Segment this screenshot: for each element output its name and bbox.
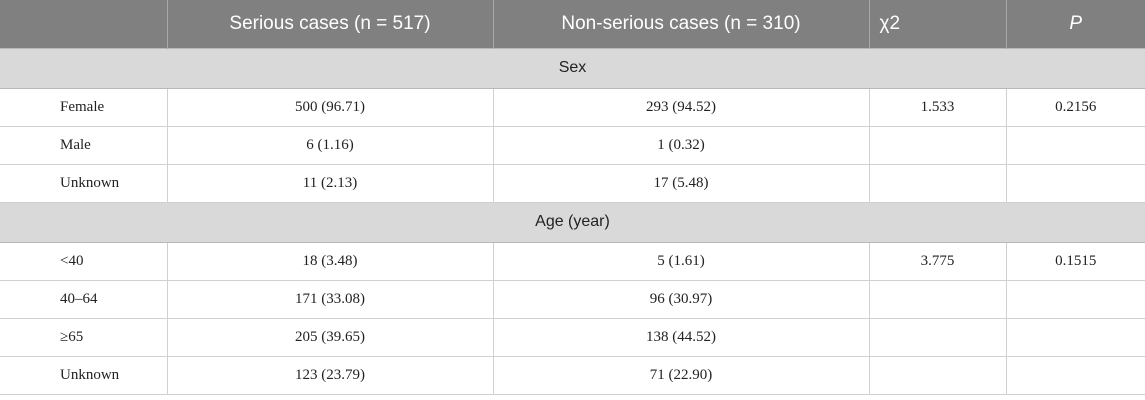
table-row: <40 18 (3.48) 5 (1.61) 3.775 0.1515	[0, 242, 1145, 281]
serious-value: 11 (2.13)	[167, 164, 494, 203]
nonserious-value: 71 (22.90)	[493, 356, 870, 395]
chi2-value	[869, 164, 1007, 203]
chi2-value: 3.775	[869, 242, 1007, 281]
p-value	[1006, 356, 1145, 395]
nonserious-value: 138 (44.52)	[493, 318, 870, 357]
p-value	[1006, 126, 1145, 165]
chi2-value	[869, 318, 1007, 357]
row-label: Female	[0, 88, 168, 127]
serious-value: 123 (23.79)	[167, 356, 494, 395]
row-label: Unknown	[0, 164, 168, 203]
nonserious-value: 5 (1.61)	[493, 242, 870, 281]
header-chi-square: χ2	[869, 0, 1007, 48]
chi2-value	[869, 280, 1007, 319]
table-row: Female 500 (96.71) 293 (94.52) 1.533 0.2…	[0, 88, 1145, 127]
serious-value: 205 (39.65)	[167, 318, 494, 357]
header-empty	[0, 0, 168, 48]
table-row: ≥65 205 (39.65) 138 (44.52)	[0, 318, 1145, 357]
section-row-age: Age (year)	[0, 201, 1145, 243]
section-title: Sex	[0, 47, 1145, 89]
nonserious-value: 17 (5.48)	[493, 164, 870, 203]
p-value	[1006, 164, 1145, 203]
header-nonserious-cases: Non-serious cases (n = 310)	[493, 0, 870, 48]
chi2-value	[869, 356, 1007, 395]
serious-value: 6 (1.16)	[167, 126, 494, 165]
row-label: Unknown	[0, 356, 168, 395]
chi2-value: 1.533	[869, 88, 1007, 127]
nonserious-value: 293 (94.52)	[493, 88, 870, 127]
header-row: Serious cases (n = 517) Non-serious case…	[0, 0, 1145, 48]
serious-value: 18 (3.48)	[167, 242, 494, 281]
row-label: <40	[0, 242, 168, 281]
header-p-value: P	[1006, 0, 1145, 48]
table-row: Unknown 11 (2.13) 17 (5.48)	[0, 164, 1145, 203]
serious-value: 171 (33.08)	[167, 280, 494, 319]
row-label: Male	[0, 126, 168, 165]
chi2-value	[869, 126, 1007, 165]
nonserious-value: 96 (30.97)	[493, 280, 870, 319]
p-value: 0.1515	[1006, 242, 1145, 281]
nonserious-value: 1 (0.32)	[493, 126, 870, 165]
p-value	[1006, 280, 1145, 319]
table-row: Male 6 (1.16) 1 (0.32)	[0, 126, 1145, 165]
p-value	[1006, 318, 1145, 357]
row-label: 40–64	[0, 280, 168, 319]
header-serious-cases: Serious cases (n = 517)	[167, 0, 494, 48]
p-value: 0.2156	[1006, 88, 1145, 127]
table-row: Unknown 123 (23.79) 71 (22.90)	[0, 356, 1145, 395]
row-label: ≥65	[0, 318, 168, 357]
serious-value: 500 (96.71)	[167, 88, 494, 127]
section-row-sex: Sex	[0, 47, 1145, 89]
table-row: 40–64 171 (33.08) 96 (30.97)	[0, 280, 1145, 319]
section-title: Age (year)	[0, 201, 1145, 243]
